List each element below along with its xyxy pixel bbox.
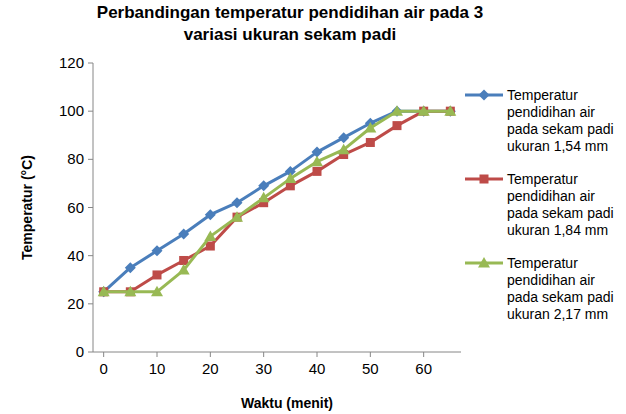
data-point bbox=[232, 197, 243, 208]
x-tick-label: 50 bbox=[362, 360, 379, 377]
data-point bbox=[153, 270, 162, 279]
x-tick-label: 10 bbox=[149, 360, 166, 377]
data-point bbox=[391, 105, 403, 116]
y-tick bbox=[88, 111, 93, 112]
x-tick bbox=[423, 352, 424, 357]
text-line: Temperatur bbox=[507, 87, 578, 103]
data-point bbox=[125, 262, 136, 273]
y-axis bbox=[93, 63, 94, 352]
x-axis-label: Waktu (menit) bbox=[241, 395, 333, 411]
x-tick-label: 40 bbox=[309, 360, 326, 377]
x-tick bbox=[103, 352, 104, 357]
text-line: ukuran 2,17 mm bbox=[507, 306, 608, 322]
y-tick-label: 80 bbox=[67, 150, 84, 167]
background bbox=[0, 0, 626, 414]
plot-area bbox=[98, 105, 457, 297]
data-point bbox=[231, 211, 243, 222]
data-point bbox=[444, 105, 456, 116]
data-point bbox=[393, 121, 402, 130]
y-tick-label: 20 bbox=[67, 295, 84, 312]
data-point bbox=[366, 138, 375, 147]
y-tick bbox=[88, 63, 93, 64]
data-point bbox=[179, 256, 188, 265]
y-tick bbox=[88, 255, 93, 256]
x-tick bbox=[317, 352, 318, 357]
text-line: Perbandingan temperatur pendidihan air p… bbox=[97, 3, 483, 22]
text-line: pada sekam padi bbox=[507, 289, 614, 305]
x-tick bbox=[263, 352, 264, 357]
data-point bbox=[258, 192, 270, 203]
title: Perbandingan temperatur pendidihan air p… bbox=[97, 3, 483, 44]
text-line: pendidihan air bbox=[507, 104, 595, 120]
y-tick bbox=[88, 159, 93, 160]
data-point bbox=[313, 167, 322, 176]
y-tick-label: 100 bbox=[59, 102, 84, 119]
x-tick bbox=[370, 352, 371, 357]
data-point bbox=[338, 132, 349, 143]
data-point bbox=[124, 286, 136, 297]
x-tick-label: 20 bbox=[202, 360, 219, 377]
text-line: Temperatur bbox=[507, 171, 578, 187]
chart: Perbandingan temperatur pendidihan air p… bbox=[0, 0, 626, 414]
x-tick bbox=[157, 352, 158, 357]
legend-marker bbox=[480, 175, 489, 184]
legend: Temperaturpendidihan airpada sekam padiu… bbox=[465, 87, 614, 322]
legend-label: Temperaturpendidihan airpada sekam padiu… bbox=[507, 171, 614, 238]
x-tick-label: 0 bbox=[99, 360, 107, 377]
series-line bbox=[104, 111, 451, 292]
data-point bbox=[204, 230, 216, 241]
y-tick bbox=[88, 303, 93, 304]
y-tick bbox=[88, 207, 93, 208]
x-axis bbox=[93, 352, 461, 353]
data-point bbox=[206, 242, 215, 251]
x-tick bbox=[210, 352, 211, 357]
data-point bbox=[98, 286, 110, 297]
text-line: pada sekam padi bbox=[507, 205, 614, 221]
legend-marker bbox=[479, 90, 490, 101]
data-point bbox=[311, 156, 323, 167]
y-tick-label: 0 bbox=[76, 343, 84, 360]
text-line: ukuran 1,54 mm bbox=[507, 138, 608, 154]
data-point bbox=[151, 286, 163, 297]
legend-marker bbox=[478, 257, 490, 268]
data-point bbox=[178, 228, 189, 239]
legend-label: Temperaturpendidihan airpada sekam padiu… bbox=[507, 87, 614, 154]
text-line: pendidihan air bbox=[507, 188, 595, 204]
data-point bbox=[284, 173, 296, 184]
y-tick-label: 120 bbox=[59, 54, 84, 71]
data-point bbox=[258, 180, 269, 191]
text-line: ukuran 1,84 mm bbox=[507, 222, 608, 238]
data-point bbox=[205, 209, 216, 220]
y-tick-label: 40 bbox=[67, 247, 84, 264]
data-point bbox=[178, 264, 190, 275]
x-tick-label: 60 bbox=[415, 360, 432, 377]
text-line: variasi ukuran sekam padi bbox=[184, 25, 397, 44]
text-line: pendidihan air bbox=[507, 272, 595, 288]
text-line: pada sekam padi bbox=[507, 121, 614, 137]
data-point bbox=[152, 245, 163, 256]
data-point bbox=[364, 122, 376, 132]
data-point bbox=[338, 144, 350, 155]
y-axis-label: Temperatur (°C) bbox=[19, 155, 35, 260]
y-tick bbox=[88, 352, 93, 353]
data-point bbox=[418, 105, 430, 116]
series-line bbox=[104, 111, 451, 292]
x-tick-label: 30 bbox=[255, 360, 272, 377]
text-line: Temperatur bbox=[507, 255, 578, 271]
y-tick-label: 60 bbox=[67, 199, 84, 216]
series-line bbox=[104, 111, 451, 292]
legend-label: Temperaturpendidihan airpada sekam padiu… bbox=[507, 255, 614, 322]
